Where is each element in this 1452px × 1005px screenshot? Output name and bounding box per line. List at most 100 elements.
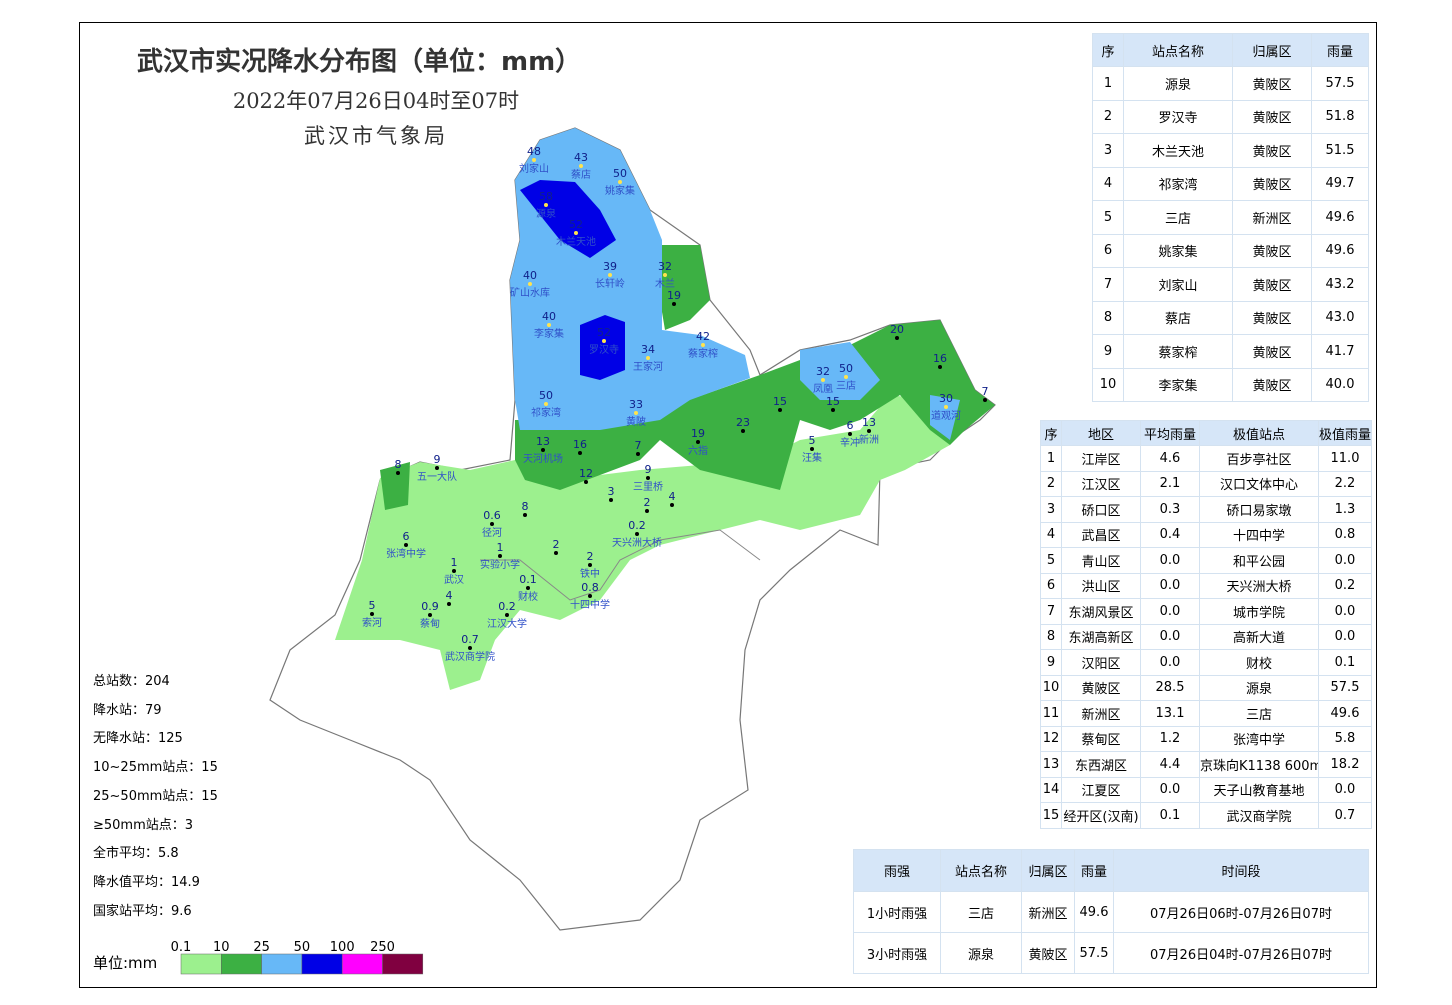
station-dot	[452, 569, 456, 573]
station-value: 7	[635, 439, 642, 452]
legend-swatch	[301, 953, 343, 975]
header-cell: 时间段	[1113, 849, 1369, 892]
station-dot	[370, 612, 374, 616]
table-cell: 57.5	[1074, 932, 1114, 974]
table-cell: 0.0	[1318, 598, 1372, 625]
station-dot	[944, 405, 948, 409]
table-cell: 3小时雨强	[853, 932, 941, 974]
station-dot	[532, 158, 536, 162]
table-row: 9 蔡家榨 黄陂区 41.7	[1092, 334, 1369, 369]
header-cell: 雨量	[1074, 849, 1114, 892]
station-dot	[663, 273, 667, 277]
table-cell: 0.0	[1140, 623, 1200, 650]
table-row: 4 武昌区 0.4 十四中学 0.8	[1040, 521, 1372, 548]
station-dot	[404, 543, 408, 547]
legend-break: 10	[213, 940, 230, 955]
station-dot	[844, 375, 848, 379]
table-cell: 祁家湾	[1123, 166, 1233, 201]
stat-line: 10~25mm站点：15	[93, 760, 218, 776]
table-row: 4 祁家湾 黄陂区 49.7	[1092, 166, 1369, 201]
station-value: 19	[691, 427, 705, 440]
station-name: 财校	[518, 590, 538, 603]
station-dot	[821, 378, 825, 382]
table-cell: 洪山区	[1061, 572, 1141, 599]
table-cell: 49.6	[1074, 891, 1114, 933]
table-cell: 18.2	[1318, 751, 1372, 778]
table-row: 12 蔡甸区 1.2 张湾中学 5.8	[1040, 725, 1372, 752]
station-name: 天兴洲大桥	[612, 536, 662, 549]
table-cell: 4	[1092, 166, 1124, 201]
table-cell: 蔡店	[1123, 300, 1233, 335]
table-cell: 43.2	[1311, 267, 1369, 302]
station-dot	[778, 408, 782, 412]
table-cell: 0.2	[1318, 572, 1372, 599]
table-cell: 3	[1040, 496, 1062, 523]
table-cell: 蔡甸区	[1061, 725, 1141, 752]
station-value: 0.1	[519, 573, 537, 586]
table-cell: 6	[1092, 233, 1124, 268]
table-header: 序站点名称 归属区 雨量	[1092, 33, 1369, 67]
station-dot	[618, 180, 622, 184]
stat-line: 无降水站：125	[93, 731, 183, 747]
table-cell: 天兴洲大桥	[1199, 572, 1319, 599]
station-name: 李家集	[534, 327, 564, 340]
table-cell: 汉阳区	[1061, 649, 1141, 676]
station-value: 1	[497, 541, 504, 554]
table-cell: 0.1	[1318, 649, 1372, 676]
legend-break: 0.1	[171, 940, 192, 955]
table-cell: 12	[1040, 725, 1062, 752]
legend-swatch	[180, 953, 222, 975]
table-row: 2 罗汉寺 黄陂区 51.8	[1092, 99, 1369, 134]
station-name: 罗汉寺	[589, 344, 619, 356]
station-value: 13	[862, 416, 876, 429]
table-cell: 0.7	[1318, 802, 1372, 829]
table-cell: 黄陂区	[1232, 334, 1312, 369]
table-cell: 刘家山	[1123, 267, 1233, 302]
station-dot	[983, 398, 987, 402]
table-cell: 7	[1092, 267, 1124, 302]
station-value: 0.2	[628, 519, 646, 532]
table-cell: 13	[1040, 751, 1062, 778]
table-cell: 十四中学	[1199, 521, 1319, 548]
station-value: 3	[608, 485, 615, 498]
station-value: 16	[573, 438, 587, 451]
station-value: 19	[667, 289, 681, 302]
legend-break: 250	[370, 940, 395, 955]
table-cell: 2.2	[1318, 470, 1372, 497]
station-name: 木兰	[655, 277, 675, 290]
header-cell: 极值站点	[1199, 420, 1319, 446]
stat-line: ≥50mm站点：3	[93, 817, 194, 833]
data-table: 雨强 站点名称 归属区 雨量 时间段 1小时雨强 三店 新洲区 49.6 07月26日06时-07…	[853, 849, 1369, 974]
station-dot	[810, 447, 814, 451]
station-dot	[588, 594, 592, 598]
table-row: 3小时雨强 源泉 黄陂区 57.5 07月26日04时-07月26日07时	[853, 932, 1369, 974]
station-value: 40	[523, 269, 537, 282]
frame	[79, 22, 1377, 988]
table-cell: 40.0	[1311, 367, 1369, 402]
station-value: 0.6	[483, 509, 501, 522]
table-cell: 新洲区	[1232, 200, 1312, 235]
table-cell: 东湖风景区	[1061, 598, 1141, 625]
table-cell: 黄陂区	[1232, 300, 1312, 335]
table-cell: 5.8	[1318, 725, 1372, 752]
rain-area-10-25	[380, 245, 995, 510]
station-name: 蔡家榨	[688, 347, 718, 360]
table-cell: 武昌区	[1061, 521, 1141, 548]
table-cell: 5	[1092, 200, 1124, 235]
table-cell: 9	[1092, 334, 1124, 369]
table-cell: 黄陂区	[1061, 674, 1141, 701]
station-dot	[646, 476, 650, 480]
river	[480, 529, 761, 601]
table-cell: 武汉商学院	[1199, 802, 1319, 829]
station-dot	[428, 613, 432, 617]
table-cell: 黄陂区	[1232, 133, 1312, 168]
table-cell: 14	[1040, 776, 1062, 803]
table-cell: 三店	[1199, 700, 1319, 727]
table-cell: 2.1	[1140, 470, 1200, 497]
table-cell: 源泉	[1199, 674, 1319, 701]
table-cell: 0.4	[1140, 521, 1200, 548]
table-cell: 13.1	[1140, 700, 1200, 727]
table-cell: 源泉	[1123, 66, 1233, 101]
station-value: 40	[542, 310, 556, 323]
